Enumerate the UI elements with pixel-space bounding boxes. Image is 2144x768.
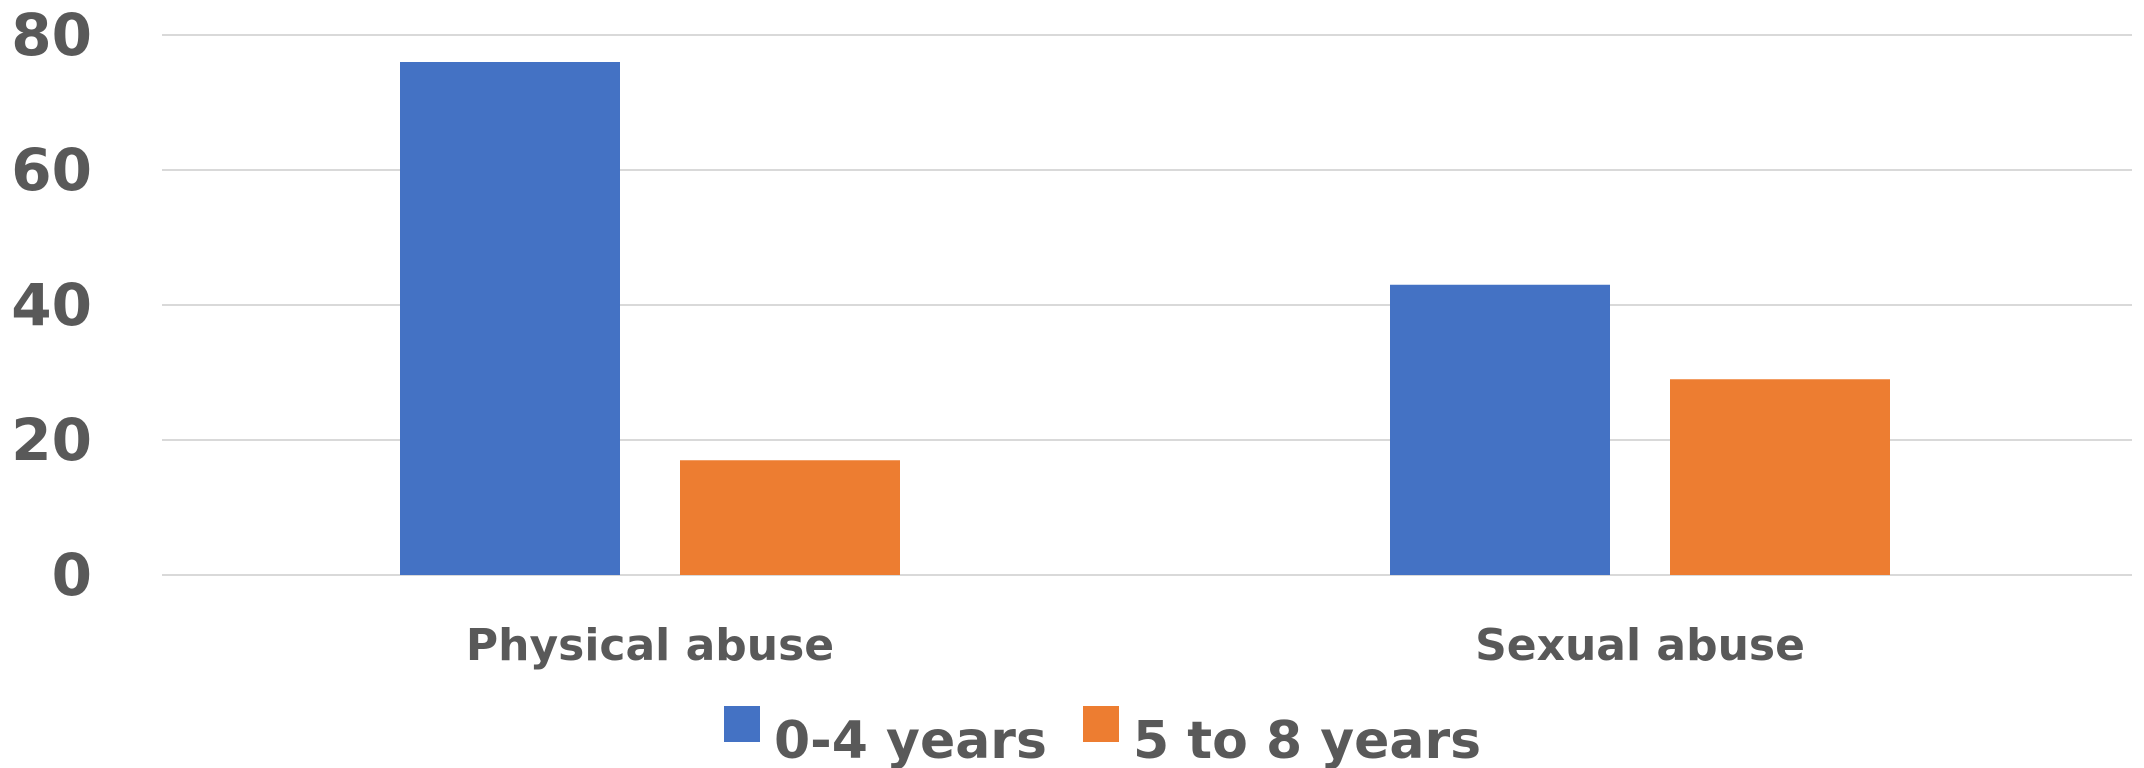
x-category-label: Physical abuse: [466, 620, 834, 671]
x-axis-category-labels: Physical abuse Sexual abuse: [466, 620, 1805, 671]
bar-sexual-abuse-5-to-8-years: [1670, 379, 1890, 575]
legend-label: 5 to 8 years: [1133, 711, 1481, 768]
y-tick-label: 20: [11, 406, 92, 474]
y-tick-label: 0: [52, 541, 92, 609]
bars: [400, 62, 1890, 575]
x-category-label: Sexual abuse: [1475, 620, 1805, 671]
bar-physical-abuse-5-to-8-years: [680, 460, 900, 575]
y-axis-tick-labels: 0 20 40 60 80: [11, 1, 92, 609]
y-tick-label: 80: [11, 1, 92, 69]
legend-label: 0-4 years: [774, 711, 1047, 768]
y-tick-label: 60: [11, 136, 92, 204]
bar-sexual-abuse-0-4-years: [1390, 284, 1610, 575]
legend-swatch: [1083, 706, 1119, 742]
bar-physical-abuse-0-4-years: [400, 62, 620, 575]
y-tick-label: 40: [11, 271, 92, 339]
legend-swatch: [724, 706, 760, 742]
legend: 0-4 years 5 to 8 years: [724, 706, 1481, 768]
